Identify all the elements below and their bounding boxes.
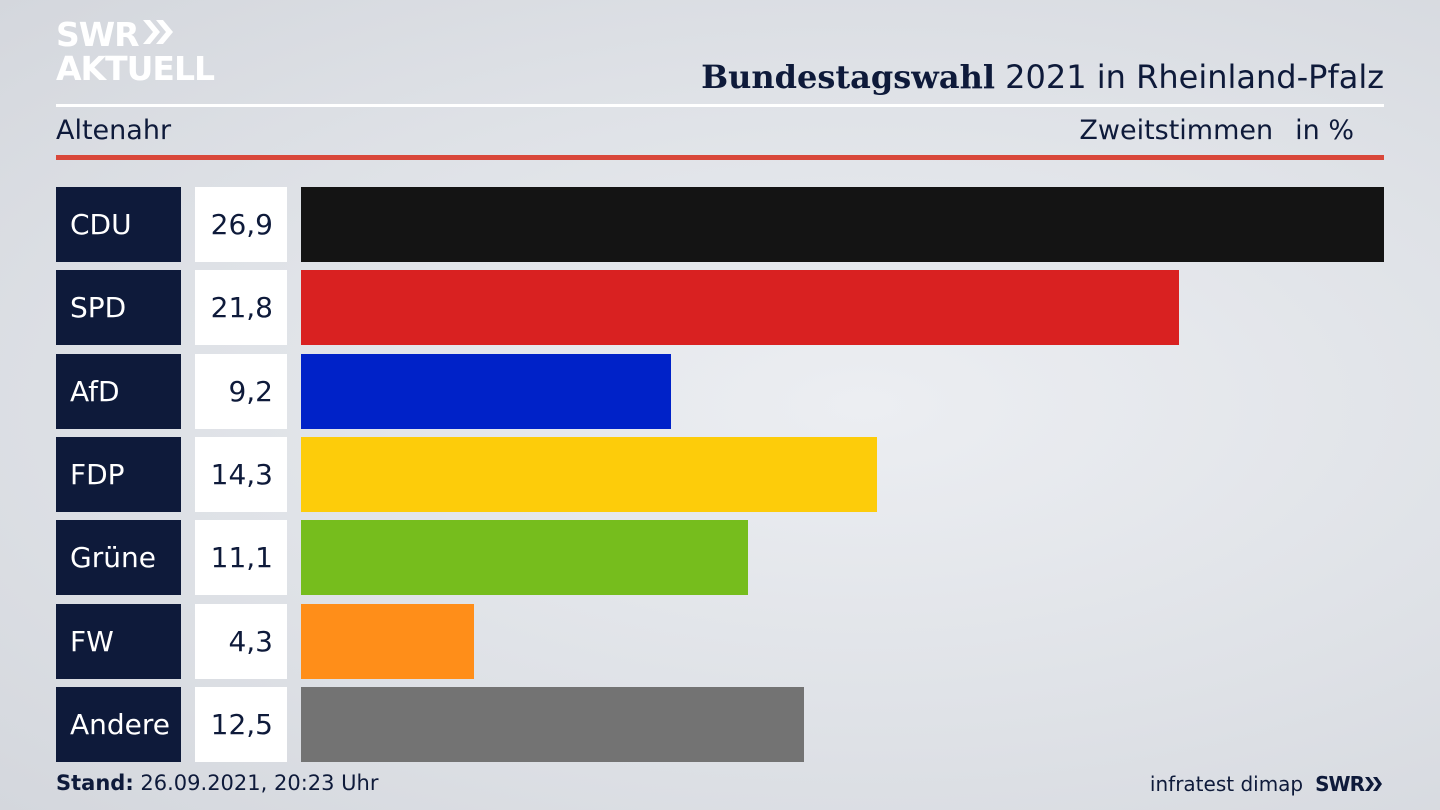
title-bold: Bundestagswahl	[701, 58, 995, 96]
bar-row: CDU 26,9	[56, 187, 1384, 262]
bar	[301, 520, 748, 595]
party-label: SPD	[56, 270, 181, 345]
value-label: 26,9	[195, 187, 287, 262]
page-title: Bundestagswahl 2021 in Rheinland-Pfalz	[701, 58, 1384, 96]
double-chevron-icon	[1365, 777, 1382, 791]
footer-brand-label: SWR	[1315, 772, 1365, 796]
bar	[301, 437, 877, 512]
bar-row: FW 4,3	[56, 604, 1384, 679]
header-divider	[56, 104, 1384, 107]
title-rest: 2021 in Rheinland-Pfalz	[995, 58, 1384, 96]
stand-label: Stand:	[56, 771, 134, 795]
value-label: 21,8	[195, 270, 287, 345]
party-label: Andere	[56, 687, 181, 762]
value-label: 12,5	[195, 687, 287, 762]
value-label: 4,3	[195, 604, 287, 679]
bar	[301, 187, 1384, 262]
party-label: AfD	[56, 354, 181, 429]
bar	[301, 687, 804, 762]
bar	[301, 604, 474, 679]
value-label: 9,2	[195, 354, 287, 429]
logo-line1: SWR	[56, 15, 140, 54]
footer-brand: SWR	[1315, 772, 1384, 796]
accent-divider	[56, 155, 1384, 160]
logo-line2: AKTUELL	[56, 49, 215, 88]
bar-row: Grüne 11,1	[56, 520, 1384, 595]
party-label: FDP	[56, 437, 181, 512]
bar-row: FDP 14,3	[56, 437, 1384, 512]
bar-row: SPD 21,8	[56, 270, 1384, 345]
stand-value: 26.09.2021, 20:23 Uhr	[133, 771, 379, 795]
party-label: CDU	[56, 187, 181, 262]
value-label: 11,1	[195, 520, 287, 595]
source-label: infratest dimap	[1149, 772, 1304, 796]
timestamp: Stand: 26.09.2021, 20:23 Uhr	[56, 771, 379, 795]
bar-row: Andere 12,5	[56, 687, 1384, 762]
party-label: FW	[56, 604, 181, 679]
double-chevron-icon	[141, 18, 175, 52]
source-credit: infratest dimap SWR	[1150, 772, 1384, 796]
swr-aktuell-logo: SWR AKTUELL	[56, 15, 215, 88]
metric-name: Zweitstimmen	[1079, 115, 1274, 146]
bar	[301, 270, 1179, 345]
metric-label: Zweitstimmen in %	[1079, 115, 1354, 146]
bar	[301, 354, 671, 429]
value-label: 14,3	[195, 437, 287, 512]
party-label: Grüne	[56, 520, 181, 595]
unit-label: in %	[1295, 115, 1354, 146]
bar-row: AfD 9,2	[56, 354, 1384, 429]
region-label: Altenahr	[56, 115, 172, 146]
